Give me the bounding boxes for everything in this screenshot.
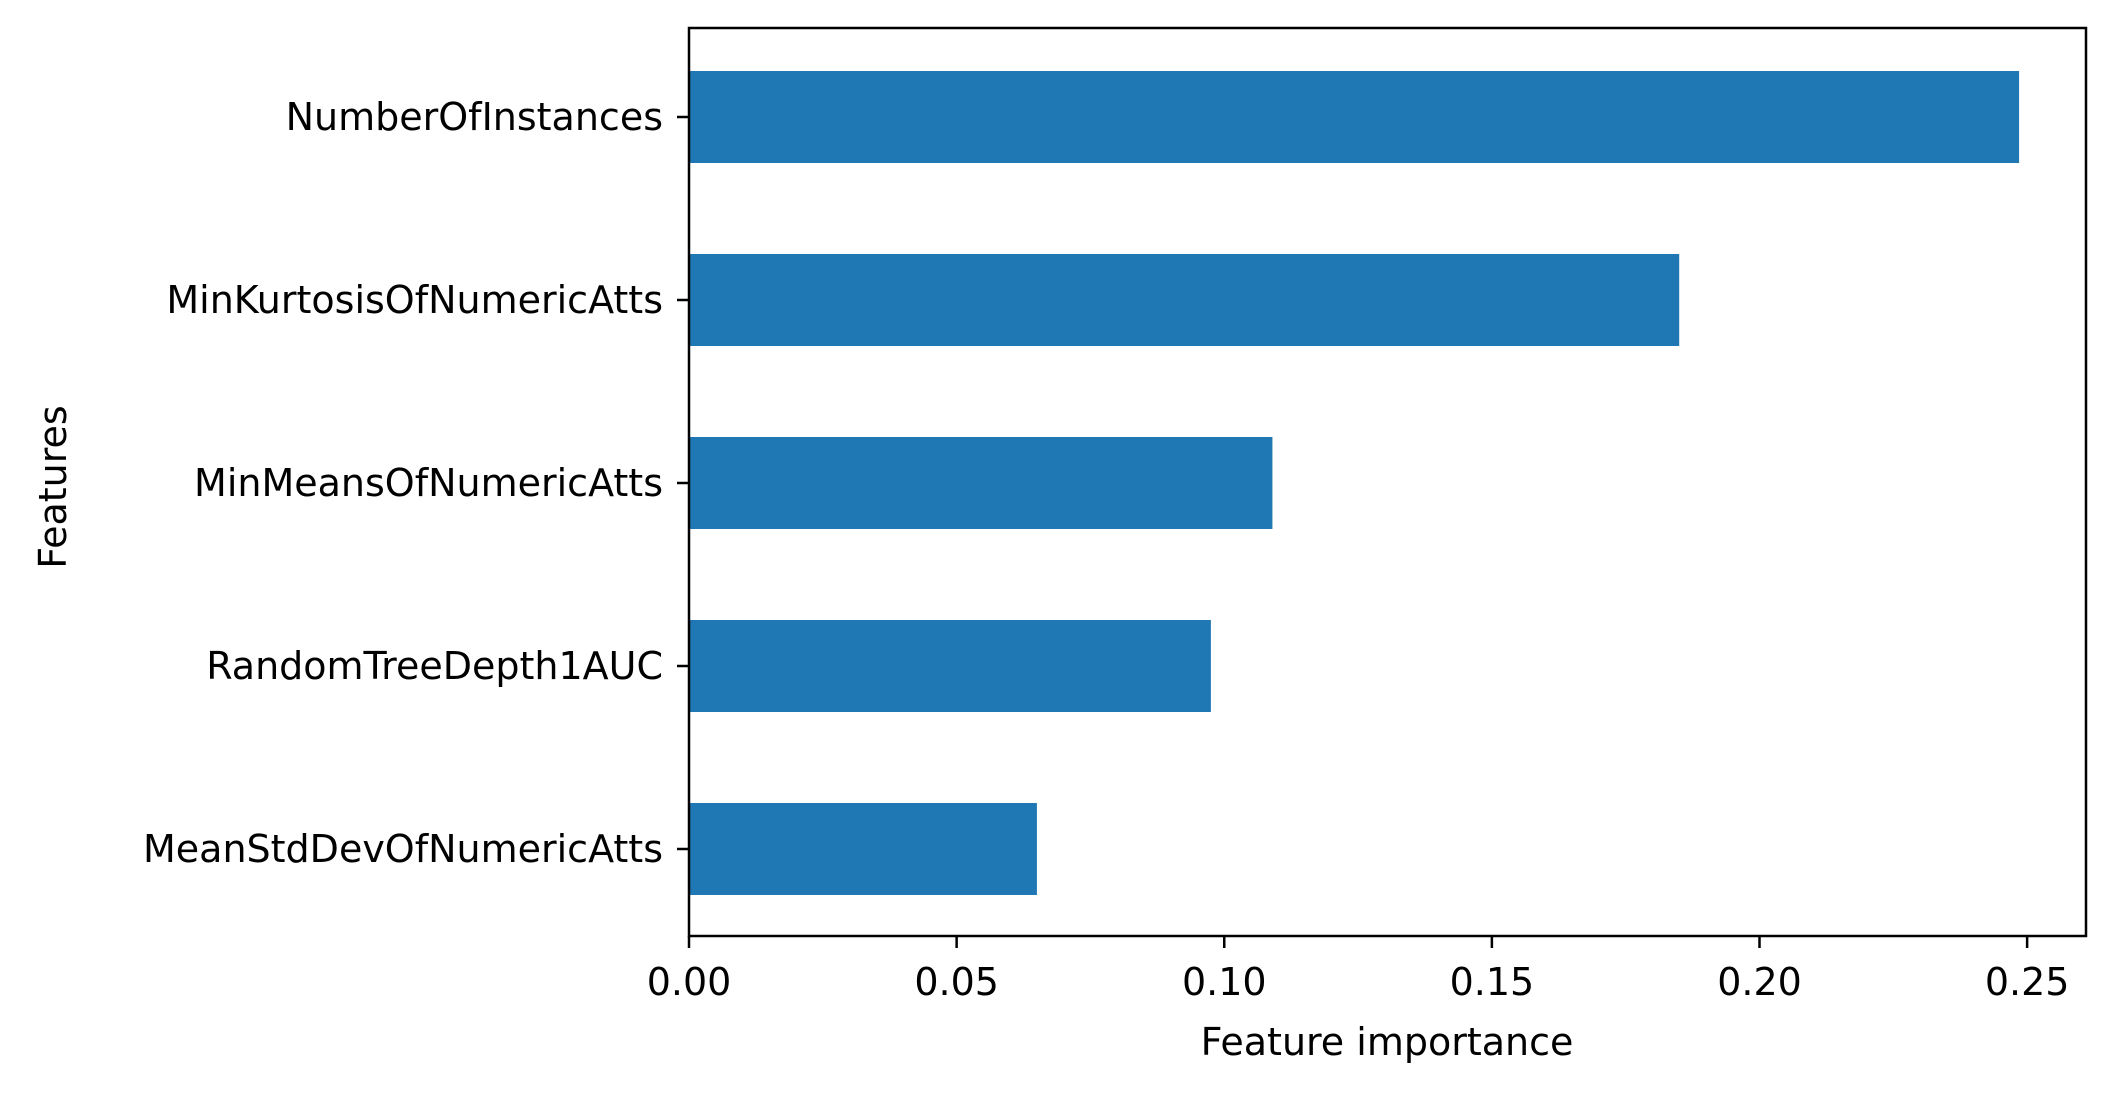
bar xyxy=(689,71,2020,163)
bar xyxy=(689,803,1037,895)
x-tick-label: 0.05 xyxy=(914,960,999,1004)
bar xyxy=(689,620,1211,712)
y-tick-label: RandomTreeDepth1AUC xyxy=(206,644,663,688)
y-axis-label: Features xyxy=(31,405,75,568)
x-tick-label: 0.15 xyxy=(1450,960,1535,1004)
y-tick-label: MinMeansOfNumericAtts xyxy=(194,461,663,505)
bar xyxy=(689,254,1680,346)
x-axis-label: Feature importance xyxy=(1201,1020,1574,1064)
y-tick-label: NumberOfInstances xyxy=(286,95,663,139)
x-tick-label: 0.20 xyxy=(1717,960,1802,1004)
y-tick-label: MinKurtosisOfNumericAtts xyxy=(166,278,663,322)
bars-group xyxy=(689,71,2020,895)
bar xyxy=(689,437,1273,529)
y-tick-label: MeanStdDevOfNumericAtts xyxy=(143,827,663,871)
x-tick-label: 0.25 xyxy=(1985,960,2070,1004)
y-axis: NumberOfInstances MinKurtosisOfNumericAtt… xyxy=(143,95,689,871)
x-tick-label: 0.10 xyxy=(1182,960,1267,1004)
x-tick-label: 0.00 xyxy=(647,960,732,1004)
x-axis: 0.00 0.05 0.10 0.15 0.20 0.25 xyxy=(647,936,2070,1004)
